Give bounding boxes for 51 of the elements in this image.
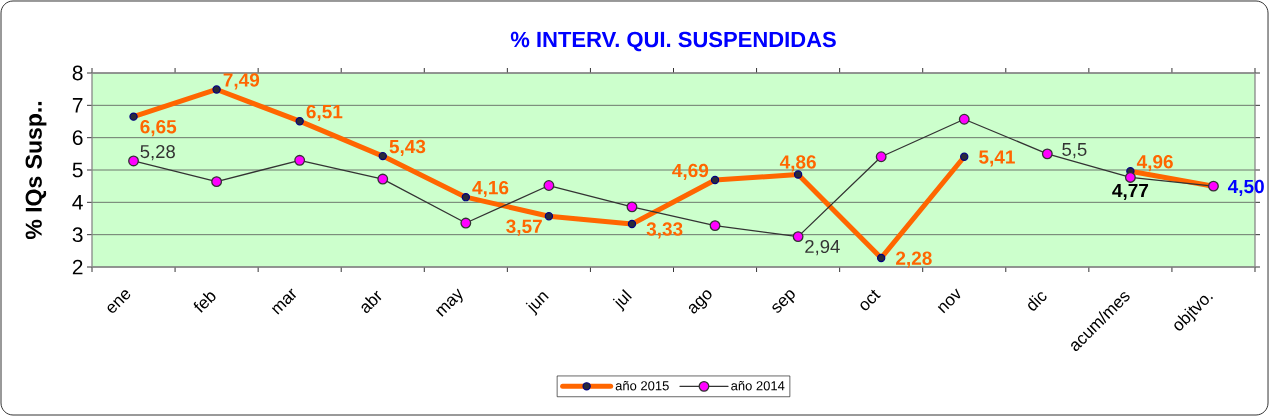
point [377, 173, 389, 185]
x-tick-label: feb [193, 292, 216, 313]
data-label: 5,28 [140, 145, 175, 161]
data-label: 4,86 [779, 155, 816, 172]
data-label: 4,96 [1136, 155, 1173, 172]
x-tick-label: ene [107, 290, 131, 313]
point [1041, 148, 1053, 160]
point [1124, 171, 1136, 183]
y-tick-label: 7 [72, 98, 83, 113]
legend-label: año 2014 [731, 380, 785, 391]
data-label: 7,49 [223, 73, 260, 90]
annotation: 4,77 [1112, 183, 1149, 200]
point [958, 113, 970, 125]
x-tick-label: jul [612, 289, 632, 312]
data-label: 5,5 [1062, 143, 1087, 159]
x-tick-label: ago [688, 290, 712, 314]
x-tick-label: mar [271, 288, 297, 315]
data-label: 2,94 [805, 239, 840, 256]
data-label: 6,51 [306, 104, 343, 122]
x-tick-label: abr [361, 290, 382, 313]
data-label: 4,69 [672, 163, 709, 180]
point [128, 155, 139, 167]
annotation: 4,50 [1227, 179, 1264, 196]
point [709, 220, 721, 232]
data-label: 5,41 [979, 150, 1015, 167]
data-label: 2,28 [896, 251, 932, 268]
point [294, 154, 306, 166]
point [792, 231, 804, 243]
y-tick-label: 4 [72, 195, 83, 210]
point [875, 151, 887, 163]
y-tick-label: 2 [72, 259, 83, 275]
x-tick-label: nov [937, 288, 961, 314]
legend-label: año 2015 [615, 380, 669, 391]
y-axis-title: % IQs Susp.. [25, 101, 47, 240]
y-tick-label: 3 [72, 227, 83, 243]
chart-title: % INTERV. QUI. SUSPENDIDAS [510, 31, 836, 52]
data-label: 3,57 [506, 219, 542, 236]
data-label: 4,16 [472, 180, 509, 198]
x-tick-label: jun [525, 292, 549, 316]
x-tick-label: oct [860, 289, 881, 311]
point [626, 201, 638, 213]
x-tick-label: sep [772, 290, 795, 313]
x-tick-label: dic [1028, 292, 1047, 311]
point [460, 217, 472, 229]
y-tick-label: 6 [72, 130, 83, 146]
data-label: 6,65 [140, 119, 177, 137]
y-tick-label: 5 [72, 162, 83, 178]
y-tick-label: 8 [72, 65, 83, 81]
data-label: 5,43 [389, 139, 426, 157]
point [211, 176, 223, 188]
point [543, 180, 555, 191]
